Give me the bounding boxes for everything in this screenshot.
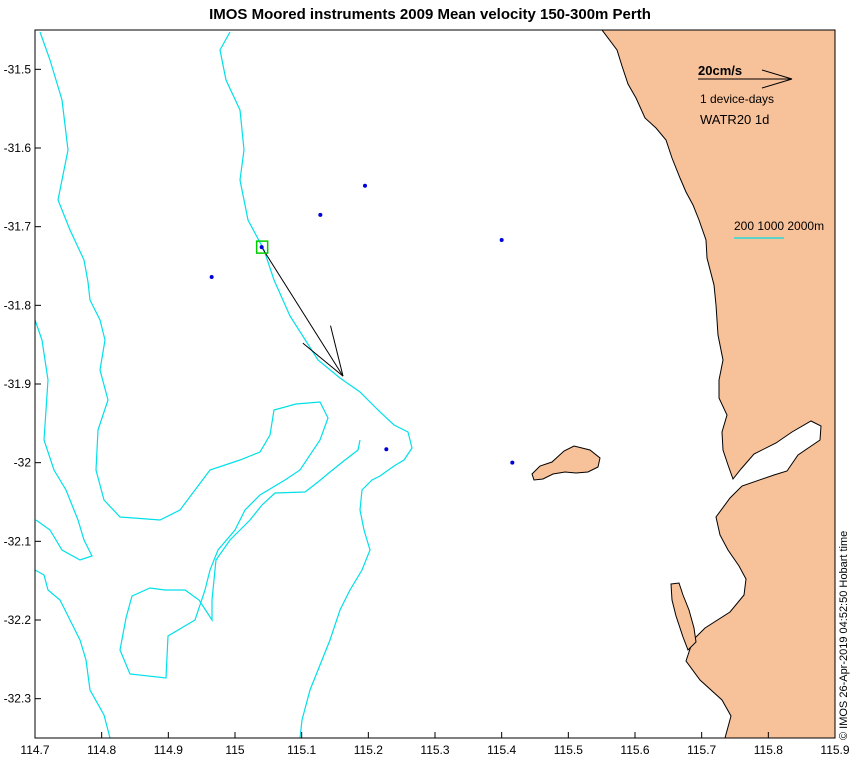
x-tick-label: 114.9	[154, 743, 183, 757]
y-tick-label: -32.2	[4, 613, 32, 627]
y-tick-label: -31.8	[4, 298, 32, 312]
mooring-point	[209, 275, 214, 280]
x-tick-label: 115.7	[687, 743, 716, 757]
x-tick-label: 115.4	[487, 743, 516, 757]
y-tick-label: -32.1	[4, 534, 32, 548]
x-tick-label: 115.9	[820, 743, 849, 757]
y-tick-label: -31.6	[4, 141, 32, 155]
y-tick-label: -31.9	[4, 377, 32, 391]
site-label: WATR20 1d	[700, 112, 769, 127]
x-tick-label: 115.6	[620, 743, 649, 757]
scale-sub: 1 device-days	[700, 92, 774, 106]
timestamp: © IMOS 26-Apr-2019 04:52:50 Hobart time	[838, 530, 850, 740]
peninsula	[670, 582, 697, 651]
x-tick-label: 115	[225, 743, 244, 757]
land-coast	[601, 30, 835, 738]
y-tick-label: -31.7	[4, 220, 32, 234]
x-tick-label: 115.8	[754, 743, 783, 757]
velocity-vector	[261, 246, 344, 377]
y-tick-label: -32	[14, 456, 32, 470]
y-tick-label: -32.3	[4, 692, 32, 706]
mooring-point	[318, 212, 323, 217]
isobath-legend-label: 200 1000 2000m	[734, 219, 824, 233]
y-tick-label: -31.5	[4, 62, 32, 76]
moorings	[209, 183, 515, 465]
scale-label: 20cm/s	[698, 63, 742, 78]
x-tick-label: 114.7	[20, 743, 49, 757]
x-tick-label: 114.8	[87, 743, 116, 757]
highlight-box	[255, 240, 269, 254]
isobaths	[35, 31, 413, 738]
mooring-point	[259, 245, 264, 250]
mooring-point	[499, 238, 504, 243]
map-title: IMOS Moored instruments 2009 Mean veloci…	[209, 6, 651, 23]
island	[531, 445, 601, 481]
x-tick-label: 115.3	[420, 743, 449, 757]
mooring-point	[384, 447, 389, 452]
mooring-point	[510, 460, 515, 465]
y-axis-ticks: -31.5 -31.6 -31.7 -31.8 -31.9 -32 -32.1 -32.2 -3…	[4, 62, 41, 706]
x-axis-ticks: 114.7 114.8 114.9 115 115.1 115.2 115.3 115.4 11…	[20, 732, 850, 757]
scale-arrow	[698, 69, 793, 89]
mooring-point	[363, 183, 367, 188]
x-tick-label: 115.2	[354, 743, 383, 757]
x-tick-label: 115.1	[287, 743, 316, 757]
x-tick-label: 115.5	[554, 743, 583, 757]
